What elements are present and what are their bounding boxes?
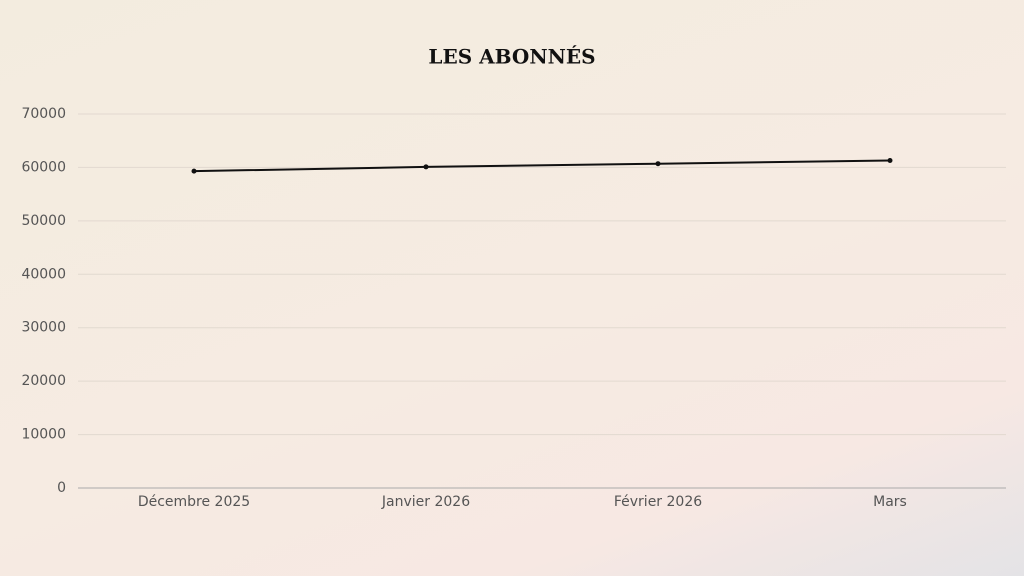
x-tick-label: Décembre 2025 (138, 494, 250, 510)
x-tick-label: Mars (873, 494, 907, 510)
point (423, 164, 429, 170)
x-tick-label: Février 2026 (614, 494, 702, 510)
y-tick-label: 70000 (21, 106, 66, 122)
x-tick-label: Janvier 2026 (381, 494, 470, 510)
y-tick-label: 60000 (21, 159, 66, 175)
y-tick-label: 20000 (21, 373, 66, 389)
point (887, 157, 893, 163)
y-tick-label: 0 (57, 480, 66, 496)
line (193, 159, 891, 173)
point (655, 161, 661, 167)
chart-title: LES ABONNÉS (428, 45, 595, 69)
y-tick-label: 50000 (21, 213, 66, 229)
point (191, 168, 197, 174)
y-tick-label: 10000 (21, 427, 66, 443)
y-tick-label: 40000 (21, 266, 66, 282)
y-tick-label: 30000 (21, 320, 66, 336)
